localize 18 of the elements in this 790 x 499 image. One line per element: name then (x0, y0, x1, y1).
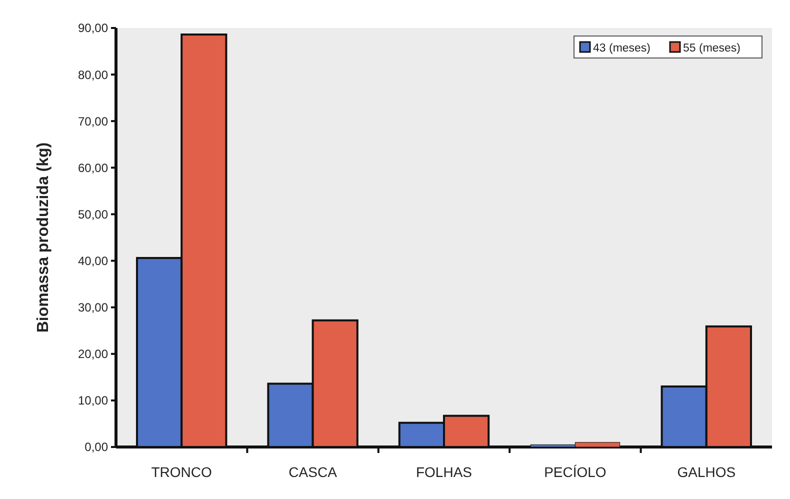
y-tick-label: 50,00 (78, 207, 108, 222)
y-tick-label: 60,00 (78, 160, 108, 175)
y-tick-label: 80,00 (78, 68, 108, 82)
y-tick-label: 40,00 (78, 254, 108, 268)
y-tick-label: 90,00 (78, 21, 108, 36)
y-tick-label: 10,00 (78, 394, 108, 408)
legend-label: 43 (meses) (593, 42, 651, 54)
y-tick-label: 70,00 (78, 114, 108, 128)
y-axis-title: Biomassa produzida (kg) (35, 142, 52, 333)
y-tick-label: 30,00 (78, 300, 108, 315)
y-tick-label: 0,00 (84, 440, 108, 454)
legend-label: 55 (meses) (683, 42, 741, 54)
x-tick-label: GALHOS (677, 464, 736, 480)
x-tick-label: FOLHAS (416, 464, 472, 480)
x-tick-label: TRONCO (151, 464, 212, 480)
y-tick-label: 20,00 (78, 347, 108, 362)
x-tick-label: PECÍOLO (544, 464, 606, 480)
x-tick-label: CASCA (288, 464, 338, 480)
